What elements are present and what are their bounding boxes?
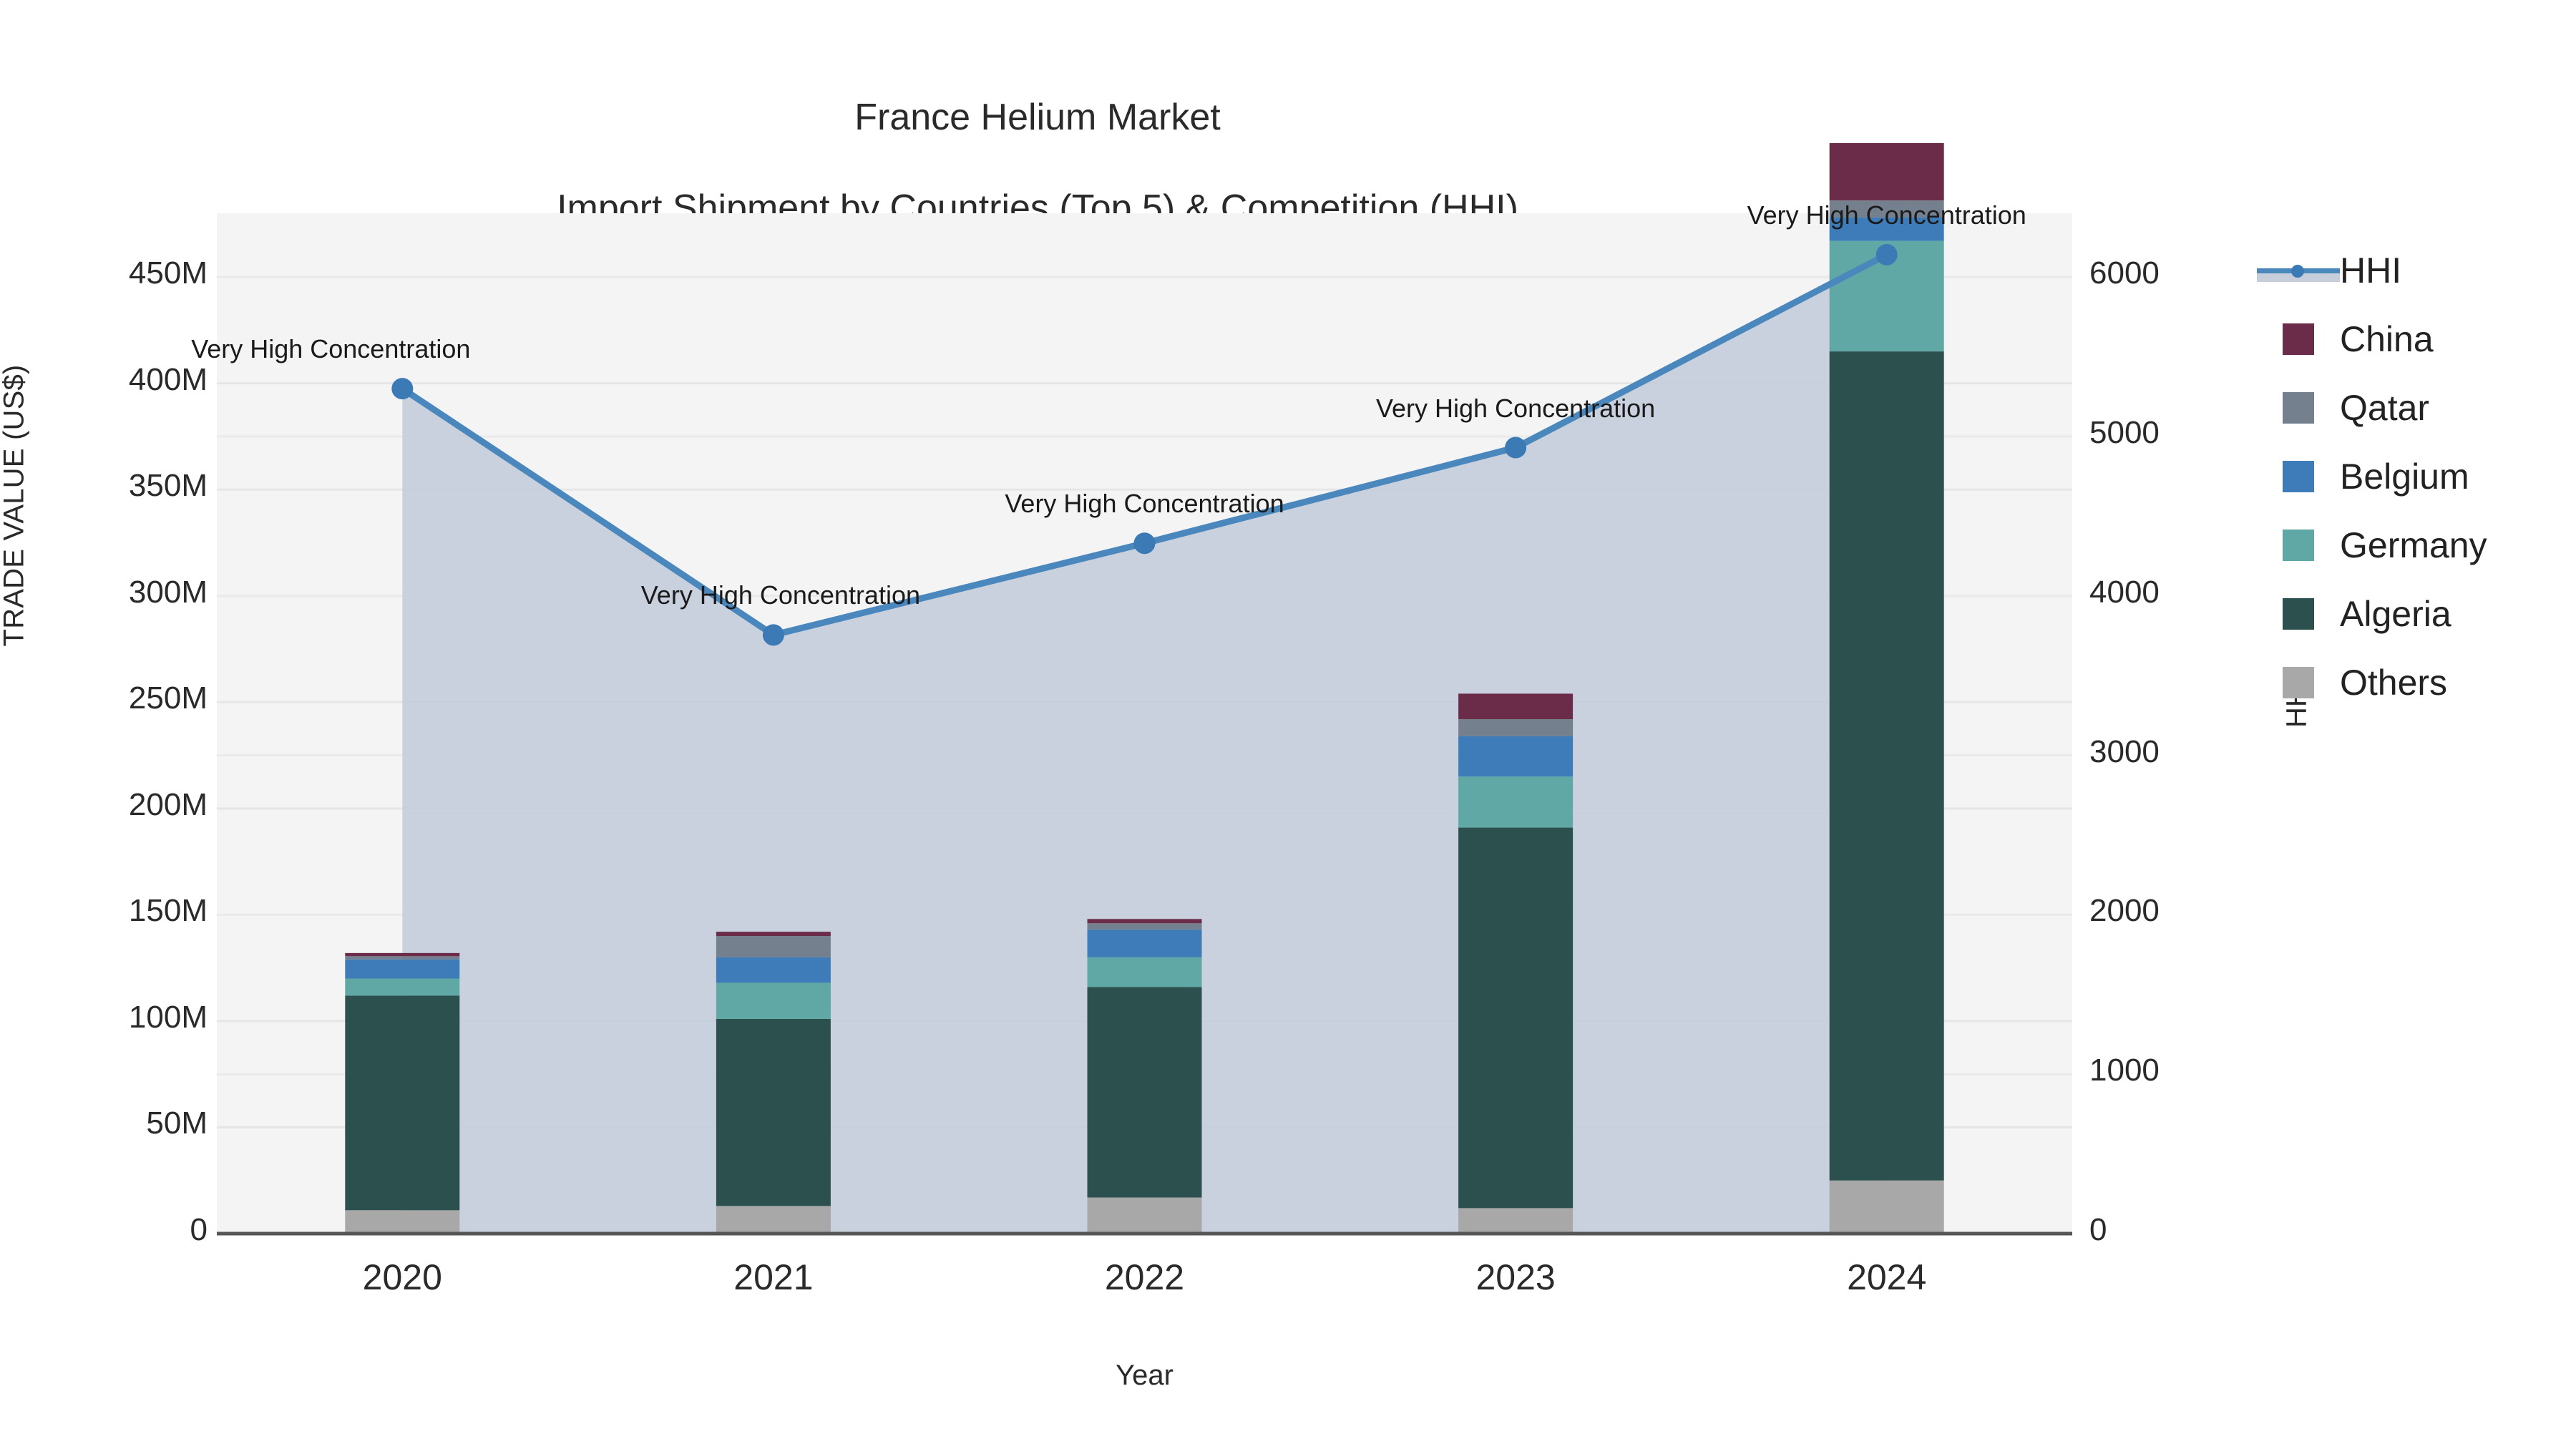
- bar-segment: [1458, 827, 1574, 1209]
- y-axis-left-tick: 450M: [128, 255, 208, 291]
- y-axis-right-tick: 0: [2089, 1212, 2107, 1247]
- legend-swatch-icon: [2283, 461, 2314, 492]
- legend: HHI China Qatar Belgium Germany Algeria Others: [2257, 236, 2569, 717]
- legend-label: Germany: [2340, 525, 2487, 565]
- hhi-marker: [1133, 532, 1156, 555]
- hhi-annotation: Very High Concentration: [1747, 200, 2026, 230]
- bar-segment: [345, 959, 460, 979]
- hhi-markers: [391, 243, 1898, 646]
- bar-segment: [716, 982, 831, 1019]
- bar-segment: [345, 978, 460, 996]
- bar-segment: [1087, 923, 1202, 930]
- hhi-annotation: Very High Concentration: [191, 334, 471, 364]
- bar-segment: [1458, 719, 1574, 736]
- legend-swatch-icon: [2283, 392, 2314, 424]
- chart-title-line1: France Helium Market: [854, 97, 1221, 139]
- y-axis-right-tick: 6000: [2089, 255, 2160, 291]
- y-axis-left-tick: 150M: [128, 893, 208, 929]
- y-axis-left-tick: 300M: [128, 574, 208, 610]
- legend-swatch-icon: [2283, 667, 2314, 698]
- legend-label: Algeria: [2340, 594, 2451, 634]
- bar-segment: [716, 1018, 831, 1206]
- y-axis-left-tick: 0: [190, 1212, 208, 1247]
- legend-item-belgium[interactable]: Belgium: [2283, 442, 2569, 511]
- bar-segment: [1087, 930, 1202, 957]
- x-axis-tick: 2021: [733, 1257, 814, 1297]
- y-axis-left-tick: 200M: [128, 786, 208, 822]
- y-axis-left-tick: 50M: [146, 1106, 208, 1141]
- bar-segment: [1458, 736, 1574, 777]
- legend-line-dot: [2291, 265, 2304, 278]
- legend-label: Others: [2340, 663, 2448, 703]
- y-axis-right-tick: 2000: [2089, 893, 2160, 929]
- stacked-bars: [345, 142, 1944, 1234]
- bar-segment: [1829, 351, 1944, 1181]
- bar-segment: [1087, 987, 1202, 1198]
- legend-line-marker-icon: [2257, 255, 2340, 286]
- legend-item-china[interactable]: China: [2283, 305, 2569, 374]
- legend-item-germany[interactable]: Germany: [2283, 511, 2569, 580]
- x-axis-tick: 2023: [1475, 1257, 1556, 1297]
- bar-segment: [1087, 957, 1202, 987]
- bar-segment: [1458, 693, 1574, 720]
- y-axis-right-tick: 1000: [2089, 1053, 2160, 1088]
- bar-segment: [1458, 1208, 1574, 1234]
- x-axis-tick: 2024: [1847, 1257, 1927, 1297]
- legend-item-qatar[interactable]: Qatar: [2283, 374, 2569, 442]
- legend-label: Qatar: [2340, 388, 2430, 428]
- y-axis-left-tick: 250M: [128, 680, 208, 716]
- x-axis-label: Year: [1116, 1360, 1174, 1391]
- bar-segment: [1829, 200, 1944, 218]
- y-axis-right-tick: 4000: [2089, 574, 2160, 610]
- legend-item-others[interactable]: Others: [2283, 648, 2569, 717]
- bar-segment: [1458, 776, 1574, 828]
- hhi-marker: [762, 624, 784, 646]
- x-axis-tick: 2020: [362, 1257, 442, 1297]
- bar-segment: [716, 1206, 831, 1234]
- bar-segment: [345, 1210, 460, 1234]
- legend-swatch-icon: [2283, 323, 2314, 355]
- bar-segment: [716, 957, 831, 983]
- bar-segment: [716, 932, 831, 937]
- hhi-marker: [391, 378, 414, 400]
- plot-area: [217, 142, 2072, 1236]
- y-axis-left-tick: 100M: [128, 999, 208, 1035]
- x-axis-tick: 2022: [1104, 1257, 1185, 1297]
- legend-swatch-icon: [2283, 598, 2314, 630]
- y-axis-right-tick: 5000: [2089, 414, 2160, 450]
- bar-segment: [716, 936, 831, 957]
- hhi-marker: [1505, 436, 1527, 459]
- bar-segment: [345, 952, 460, 957]
- legend-label: HHI: [2340, 250, 2402, 291]
- y-axis-right-tick: 3000: [2089, 733, 2160, 769]
- bar-segment: [1829, 1180, 1944, 1234]
- bar-segment: [1087, 1197, 1202, 1234]
- y-axis-left-tick: 400M: [128, 361, 208, 397]
- bar-segment: [1829, 217, 1944, 241]
- bar-segment: [345, 995, 460, 1211]
- hhi-annotation: Very High Concentration: [1375, 393, 1656, 423]
- hhi-marker: [1875, 243, 1898, 265]
- bar-segment: [1087, 919, 1202, 924]
- hhi-annotation: Very High Concentration: [640, 580, 920, 610]
- legend-item-algeria[interactable]: Algeria: [2283, 580, 2569, 648]
- bar-segment: [1829, 142, 1944, 201]
- bar-segment: [345, 956, 460, 960]
- chart-canvas: [217, 142, 2072, 1236]
- legend-item-hhi[interactable]: HHI: [2257, 236, 2569, 305]
- legend-label: Belgium: [2340, 457, 2469, 497]
- legend-swatch-icon: [2283, 530, 2314, 561]
- hhi-annotation: Very High Concentration: [1005, 489, 1284, 519]
- y-axis-left-label: TRADE VALUE (US$): [0, 364, 30, 647]
- legend-label: China: [2340, 319, 2434, 359]
- y-axis-left-tick: 350M: [128, 468, 208, 504]
